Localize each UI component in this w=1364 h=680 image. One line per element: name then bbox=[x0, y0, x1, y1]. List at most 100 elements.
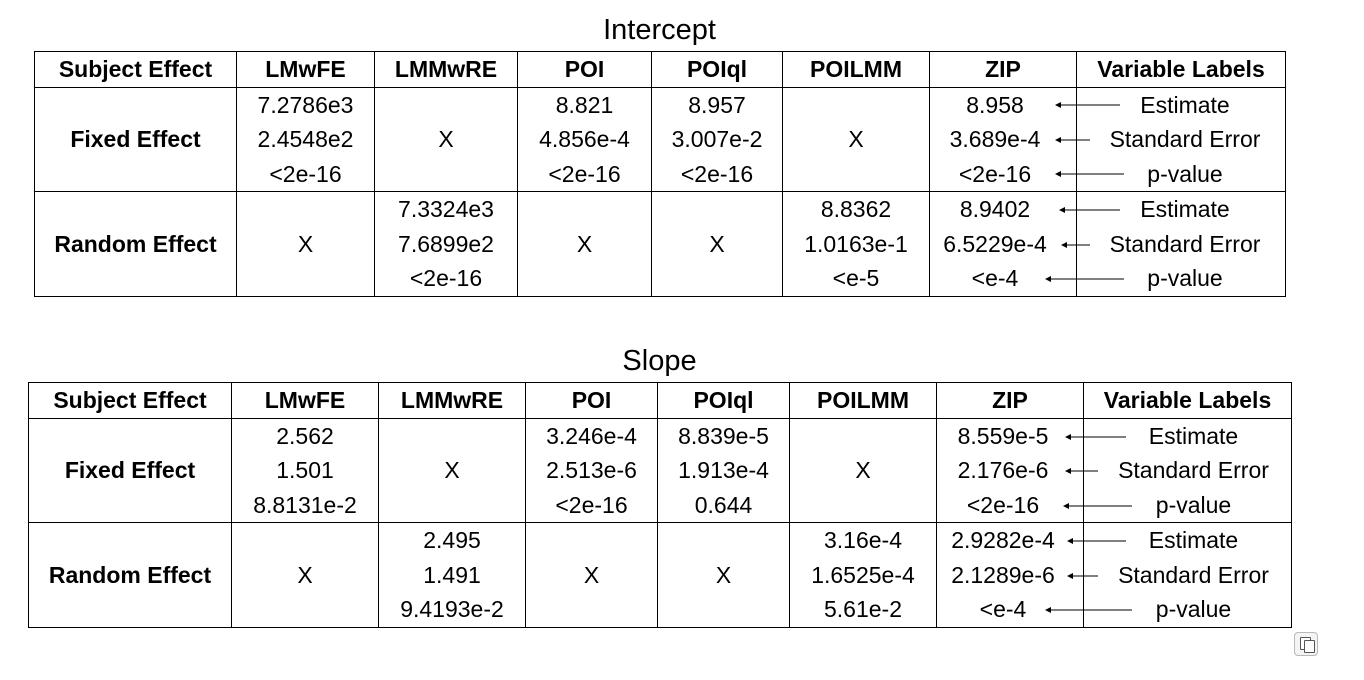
table-cell: X bbox=[236, 191, 375, 297]
table-cell: 3.246e-4 2.513e-6 <2e-16 bbox=[525, 417, 658, 523]
cell-value: 2.176e-6 bbox=[957, 457, 1049, 483]
table-row: Random Effect X 7.3324e3 7.6899e2 <2e-16 X… bbox=[34, 191, 1286, 297]
table-cell: 8.958 3.689e-4 <2e-16 bbox=[929, 86, 1077, 192]
label-estimate: Estimate bbox=[1148, 527, 1239, 553]
table-cell: 7.2786e3 2.4548e2 <2e-16 bbox=[236, 86, 375, 192]
cell-value: 6.5229e-4 bbox=[943, 230, 1047, 257]
cell-value: X bbox=[297, 230, 314, 257]
header-cell: POIql bbox=[657, 382, 790, 419]
cell-value: 5.61e-2 bbox=[823, 596, 902, 622]
cell-value: <e-4 bbox=[971, 265, 1019, 291]
cell-value: X bbox=[583, 561, 600, 588]
label-standard-error: Standard Error bbox=[1109, 230, 1261, 257]
table-row: Random Effect X 2.495 1.491 9.4193e-2 X X … bbox=[28, 522, 1292, 628]
cell-value: <2e-16 bbox=[409, 265, 483, 291]
cell-value: 1.501 bbox=[276, 457, 334, 483]
table-cell: 2.562 1.501 8.8131e-2 bbox=[231, 417, 379, 523]
cell-value: 7.2786e3 bbox=[257, 91, 354, 118]
cell-value: 3.16e-4 bbox=[823, 527, 902, 553]
table-title-intercept: Intercept bbox=[603, 14, 716, 46]
cell-value: X bbox=[297, 561, 313, 588]
cell-value: 1.491 bbox=[423, 561, 481, 588]
header-cell: POILMM bbox=[782, 51, 930, 88]
cell-value: 2.1289e-6 bbox=[951, 561, 1055, 588]
header-row: Subject Effect LMwFE LMMwRE POI POIql PO… bbox=[28, 382, 1292, 419]
header-cell: LMwFE bbox=[231, 382, 379, 419]
cell-value: <2e-16 bbox=[680, 160, 754, 187]
cell-value: X bbox=[444, 457, 460, 483]
cell-value: 8.957 bbox=[688, 91, 746, 118]
variable-labels-cell: Estimate Standard Error p-value bbox=[1076, 191, 1286, 297]
header-cell: Subject Effect bbox=[28, 382, 232, 419]
cell-value: 9.4193e-2 bbox=[400, 596, 504, 622]
row-label: Fixed Effect bbox=[34, 86, 237, 192]
cell-value: <e-5 bbox=[832, 265, 880, 291]
cell-value: 2.4548e2 bbox=[257, 126, 354, 152]
table-cell: X bbox=[782, 86, 930, 192]
table-row: Fixed Effect 2.562 1.501 8.8131e-2 X 3.246… bbox=[28, 417, 1292, 523]
cell-value: 8.839e-5 bbox=[678, 422, 769, 449]
cell-value: X bbox=[855, 457, 871, 483]
cell-value: 3.007e-2 bbox=[671, 126, 763, 152]
cell-value: X bbox=[709, 230, 725, 257]
cell-value: 8.821 bbox=[555, 91, 614, 118]
header-cell: LMMwRE bbox=[374, 51, 518, 88]
cell-value: 1.0163e-1 bbox=[804, 230, 908, 257]
slope-table: Subject Effect LMwFE LMMwRE POI POIql PO… bbox=[28, 382, 1292, 628]
table-cell: 8.9402 6.5229e-4 <e-4 bbox=[929, 191, 1077, 297]
cell-value: 8.958 bbox=[966, 91, 1024, 118]
cell-value: 3.246e-4 bbox=[546, 422, 637, 449]
copy-icon bbox=[1295, 633, 1317, 655]
table-row: Fixed Effect 7.2786e3 2.4548e2 <2e-16 X 8.… bbox=[34, 86, 1286, 192]
variable-labels-cell: Estimate Standard Error p-value bbox=[1083, 417, 1292, 523]
copy-button[interactable] bbox=[1294, 632, 1318, 656]
header-cell: POILMM bbox=[789, 382, 937, 419]
cell-value: <2e-16 bbox=[269, 160, 342, 187]
cell-value: 0.644 bbox=[694, 491, 753, 518]
cell-value: 3.689e-4 bbox=[949, 126, 1041, 152]
table-cell: X bbox=[525, 522, 658, 628]
cell-value: <2e-16 bbox=[548, 160, 621, 187]
label-p-value: p-value bbox=[1147, 265, 1223, 291]
header-cell: POI bbox=[517, 51, 652, 88]
table-cell: 8.821 4.856e-4 <2e-16 bbox=[517, 86, 652, 192]
cell-value: 7.3324e3 bbox=[398, 196, 494, 222]
header-cell: LMMwRE bbox=[378, 382, 526, 419]
header-cell: Subject Effect bbox=[34, 51, 237, 88]
cell-value: X bbox=[576, 230, 593, 257]
label-p-value: p-value bbox=[1147, 160, 1223, 187]
table-cell: X bbox=[651, 191, 783, 297]
label-standard-error: Standard Error bbox=[1118, 561, 1269, 588]
header-cell: LMwFE bbox=[236, 51, 375, 88]
table-cell: 7.3324e3 7.6899e2 <2e-16 bbox=[374, 191, 518, 297]
header-cell: ZIP bbox=[936, 382, 1084, 419]
table-cell: X bbox=[378, 417, 526, 523]
header-cell: POIql bbox=[651, 51, 783, 88]
table-cell: X bbox=[231, 522, 379, 628]
label-estimate: Estimate bbox=[1140, 196, 1230, 222]
cell-value: 2.513e-6 bbox=[546, 457, 637, 483]
table-cell: 8.559e-5 2.176e-6 <2e-16 bbox=[936, 417, 1084, 523]
table-cell: 8.839e-5 1.913e-4 0.644 bbox=[657, 417, 790, 523]
row-label: Random Effect bbox=[28, 522, 232, 628]
cell-value: <e-4 bbox=[979, 596, 1027, 622]
table-cell: 2.495 1.491 9.4193e-2 bbox=[378, 522, 526, 628]
cell-value: <2e-16 bbox=[555, 491, 628, 518]
table-cell: 2.9282e-4 2.1289e-6 <e-4 bbox=[936, 522, 1084, 628]
cell-value: 1.6525e-4 bbox=[811, 561, 915, 588]
header-cell: POI bbox=[525, 382, 658, 419]
table-cell: X bbox=[517, 191, 652, 297]
cell-value: X bbox=[715, 561, 732, 588]
table-title-slope: Slope bbox=[622, 345, 697, 377]
table-cell: X bbox=[657, 522, 790, 628]
table-cell: 3.16e-4 1.6525e-4 5.61e-2 bbox=[789, 522, 937, 628]
intercept-table: Subject Effect LMwFE LMMwRE POI POIql PO… bbox=[34, 51, 1286, 297]
cell-value: X bbox=[438, 126, 454, 152]
cell-value: 8.8362 bbox=[820, 196, 892, 222]
table-cell: 8.8362 1.0163e-1 <e-5 bbox=[782, 191, 930, 297]
row-label: Random Effect bbox=[34, 191, 237, 297]
cell-value: 8.559e-5 bbox=[957, 422, 1049, 449]
cell-value: 4.856e-4 bbox=[539, 126, 630, 152]
label-estimate: Estimate bbox=[1148, 422, 1239, 449]
row-label: Fixed Effect bbox=[28, 417, 232, 523]
